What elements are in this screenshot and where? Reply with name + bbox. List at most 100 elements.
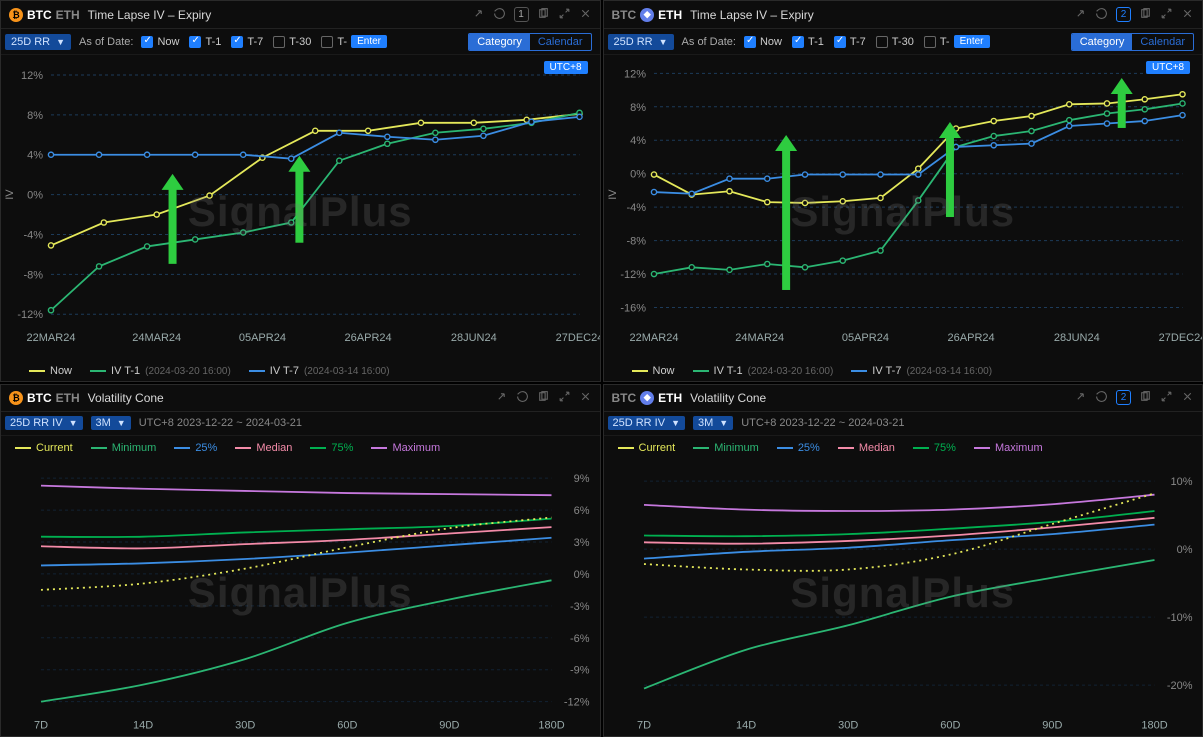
coin-eth[interactable]: ETH <box>658 391 682 405</box>
cone-chart-eth: -20%-10%0%10%7D14D30D60D90D180D <box>604 460 1203 736</box>
svg-text:24MAR24: 24MAR24 <box>735 332 784 344</box>
date-range-label: UTC+8 2023-12-22 ~ 2024-03-21 <box>139 417 302 429</box>
svg-text:8%: 8% <box>630 102 646 114</box>
panel-toolbar: 25D RR IV▼ 3M▼ UTC+8 2023-12-22 ~ 2024-0… <box>604 412 1203 437</box>
svg-text:22MAR24: 22MAR24 <box>629 332 678 344</box>
svg-text:-4%: -4% <box>626 202 646 214</box>
coin-btc[interactable]: BTC <box>612 391 637 405</box>
view-toggle[interactable]: Category Calendar <box>1071 33 1194 51</box>
chart-area: -12%-9%-6%-3%0%3%6%9%7D14D30D60D90D180D … <box>1 460 600 736</box>
toggle-category[interactable]: Category <box>469 34 530 50</box>
svg-text:27DEC24: 27DEC24 <box>556 332 600 344</box>
ck-custom[interactable]: T-Enter <box>321 35 387 48</box>
refresh-icon[interactable] <box>1095 7 1108 23</box>
panel-title: Volatility Cone <box>88 391 164 405</box>
cone-chart-btc: -12%-9%-6%-3%0%3%6%9%7D14D30D60D90D180D <box>1 460 600 736</box>
panel-header: ₿ BTC ETH Volatility Cone <box>1 385 600 411</box>
popout-icon[interactable] <box>1074 390 1087 406</box>
coin-selector[interactable]: BTC ◆ ETH <box>612 391 683 405</box>
ck-t1[interactable]: T-1 <box>189 36 221 48</box>
ck-custom[interactable]: T-Enter <box>924 35 990 48</box>
svg-text:-12%: -12% <box>17 309 43 321</box>
metric-select[interactable]: 25D RR IV▼ <box>5 416 83 430</box>
toggle-category[interactable]: Category <box>1072 34 1133 50</box>
svg-text:90D: 90D <box>439 719 459 731</box>
toggle-calendar[interactable]: Calendar <box>1132 34 1193 50</box>
asof-checks: Now T-1 T-7 T-30 T-Enter <box>141 35 387 48</box>
svg-text:30D: 30D <box>838 719 858 731</box>
coin-btc[interactable]: BTC <box>612 8 637 22</box>
ck-now[interactable]: Now <box>141 36 179 48</box>
cone-legend: CurrentMinimum25%Median75%Maximum <box>604 436 1203 460</box>
layout-count[interactable]: 2 <box>1116 7 1131 22</box>
chart-area: -20%-10%0%10%7D14D30D60D90D180D SignalPl… <box>604 460 1203 736</box>
ck-now[interactable]: Now <box>744 36 782 48</box>
layout-count[interactable]: 1 <box>514 7 529 22</box>
copy-icon[interactable] <box>1139 390 1152 406</box>
close-icon[interactable] <box>1181 7 1194 23</box>
expand-icon[interactable] <box>558 7 571 23</box>
svg-text:-20%: -20% <box>1166 680 1192 692</box>
close-icon[interactable] <box>1181 390 1194 406</box>
expand-icon[interactable] <box>1160 7 1173 23</box>
svg-text:14D: 14D <box>736 719 756 731</box>
copy-icon[interactable] <box>537 7 550 23</box>
coin-eth[interactable]: ETH <box>56 391 80 405</box>
coin-selector[interactable]: BTC ◆ ETH <box>612 8 683 22</box>
panel-ts-eth: BTC ◆ ETH Time Lapse IV – Expiry 2 25D R… <box>603 0 1203 382</box>
ck-t30[interactable]: T-30 <box>876 36 914 48</box>
expand-icon[interactable] <box>1160 390 1173 406</box>
svg-text:-8%: -8% <box>626 236 646 248</box>
svg-text:60D: 60D <box>337 719 357 731</box>
refresh-icon[interactable] <box>516 390 529 406</box>
popout-icon[interactable] <box>472 7 485 23</box>
svg-text:-8%: -8% <box>23 269 43 281</box>
ck-t7[interactable]: T-7 <box>231 36 263 48</box>
metric-select[interactable]: 25D RR▼ <box>5 34 71 50</box>
view-toggle[interactable]: Category Calendar <box>468 33 591 51</box>
svg-text:22MAR24: 22MAR24 <box>27 332 76 344</box>
close-icon[interactable] <box>579 390 592 406</box>
svg-text:IV: IV <box>607 189 619 200</box>
panel-header: BTC ◆ ETH Time Lapse IV – Expiry 2 <box>604 1 1203 29</box>
copy-icon[interactable] <box>537 390 550 406</box>
coin-selector[interactable]: ₿ BTC ETH <box>9 391 80 405</box>
ck-t30[interactable]: T-30 <box>273 36 311 48</box>
ts-chart-btc: -12%-8%-4%0%4%8%12%IV22MAR2424MAR2405APR… <box>1 55 600 359</box>
svg-text:4%: 4% <box>630 135 646 147</box>
refresh-icon[interactable] <box>1095 390 1108 406</box>
svg-text:180D: 180D <box>538 719 564 731</box>
eth-icon: ◆ <box>640 8 654 22</box>
ts-chart-eth: -16%-12%-8%-4%0%4%8%12%IV22MAR2424MAR240… <box>604 55 1203 359</box>
ts-legend: Now IV T-1(2024-03-20 16:00) IV T-7(2024… <box>29 365 390 377</box>
coin-btc[interactable]: BTC <box>27 8 52 22</box>
layout-count[interactable]: 2 <box>1116 390 1131 405</box>
svg-text:IV: IV <box>4 189 16 200</box>
popout-icon[interactable] <box>495 390 508 406</box>
ck-t1[interactable]: T-1 <box>792 36 824 48</box>
coin-eth[interactable]: ETH <box>658 8 682 22</box>
expand-icon[interactable] <box>558 390 571 406</box>
range-select[interactable]: 3M▼ <box>91 416 131 430</box>
coin-eth[interactable]: ETH <box>56 8 80 22</box>
toggle-calendar[interactable]: Calendar <box>530 34 591 50</box>
panel-toolbar: 25D RR▼ As of Date: Now T-1 T-7 T-30 T-E… <box>1 29 600 55</box>
svg-text:3%: 3% <box>574 537 590 549</box>
svg-text:30D: 30D <box>235 719 255 731</box>
close-icon[interactable] <box>579 7 592 23</box>
svg-text:0%: 0% <box>1176 544 1192 556</box>
ck-t7[interactable]: T-7 <box>834 36 866 48</box>
coin-btc[interactable]: BTC <box>27 391 52 405</box>
panel-cone-eth: BTC ◆ ETH Volatility Cone 2 25D RR IV▼ 3… <box>603 384 1203 737</box>
metric-select[interactable]: 25D RR▼ <box>608 34 674 50</box>
svg-text:4%: 4% <box>27 150 43 162</box>
svg-text:8%: 8% <box>27 110 43 122</box>
copy-icon[interactable] <box>1139 7 1152 23</box>
svg-text:6%: 6% <box>574 505 590 517</box>
coin-selector[interactable]: ₿ BTC ETH <box>9 8 80 22</box>
refresh-icon[interactable] <box>493 7 506 23</box>
popout-icon[interactable] <box>1074 7 1087 23</box>
svg-text:-6%: -6% <box>570 633 590 645</box>
metric-select[interactable]: 25D RR IV▼ <box>608 416 686 430</box>
range-select[interactable]: 3M▼ <box>693 416 733 430</box>
